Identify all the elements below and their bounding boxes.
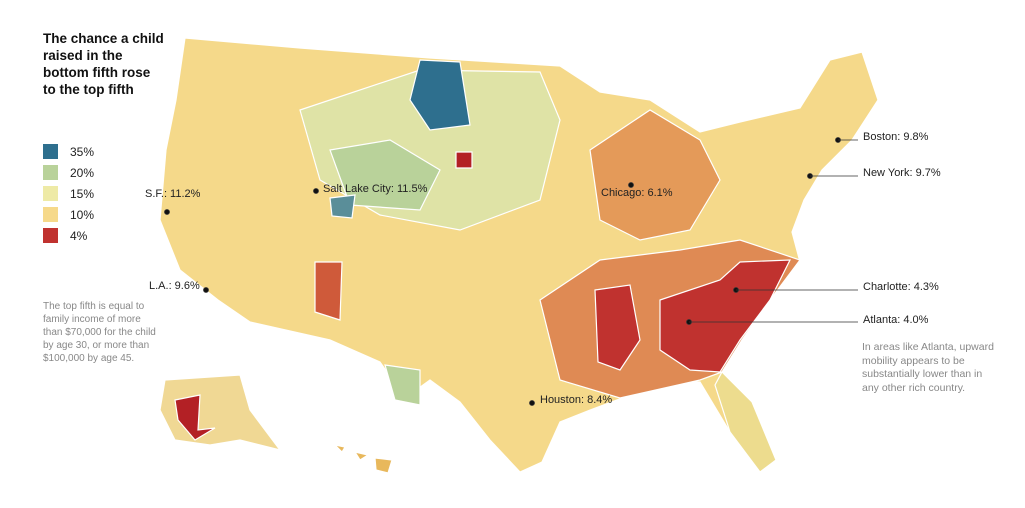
city-label: Boston: 9.8% [863, 131, 929, 143]
legend-swatch [43, 228, 58, 243]
legend-item: 20% [43, 162, 94, 183]
legend-item: 10% [43, 204, 94, 225]
region-florida [714, 371, 777, 473]
city-label: S.F.: 11.2% [145, 188, 201, 200]
legend-item: 35% [43, 141, 94, 162]
city-label: Houston: 8.4% [540, 394, 613, 406]
legend-title: The chance a child raised in the bottom … [43, 31, 164, 97]
legend-label: 10% [70, 207, 95, 222]
hawaii [333, 444, 393, 474]
alaska-red [174, 394, 216, 441]
legend-label: 4% [70, 228, 88, 243]
region-midwest-orange [589, 109, 721, 241]
city-dot [203, 287, 209, 293]
region-sd-red [455, 151, 473, 169]
legend-label: 35% [70, 144, 95, 159]
legend-item: 15% [43, 183, 94, 204]
legend-label: 15% [70, 186, 95, 201]
city-markers [164, 137, 858, 406]
legend-swatch [43, 186, 58, 201]
legend-label: 20% [70, 165, 95, 180]
city-dot [164, 209, 170, 215]
map-shapes [159, 37, 879, 474]
city-label: Atlanta: 4.0% [863, 314, 929, 326]
city-dot [628, 182, 634, 188]
region-nm-red [314, 261, 343, 321]
city-label: L.A.: 9.6% [149, 280, 200, 292]
city-label: Chicago: 6.1% [601, 187, 673, 199]
city-dot [529, 400, 535, 406]
region-dakota-high [409, 59, 471, 131]
legend-swatch [43, 144, 58, 159]
region-southeast-red [594, 259, 791, 373]
annotation: In areas like Atlanta, upward mobility a… [862, 341, 994, 394]
city-dot [313, 188, 319, 194]
city-label: Charlotte: 4.3% [863, 281, 939, 293]
legend-swatch [43, 165, 58, 180]
note: The top fifth is equal to family income … [43, 301, 156, 364]
legend: 35% 20% 15% 10% 4% [43, 141, 94, 246]
region-texas-green [384, 364, 421, 406]
city-label: New York: 9.7% [863, 167, 941, 179]
city-label: Salt Lake City: 11.5% [323, 183, 428, 195]
region-utah-high [329, 194, 356, 219]
legend-item: 4% [43, 225, 94, 246]
legend-swatch [43, 207, 58, 222]
